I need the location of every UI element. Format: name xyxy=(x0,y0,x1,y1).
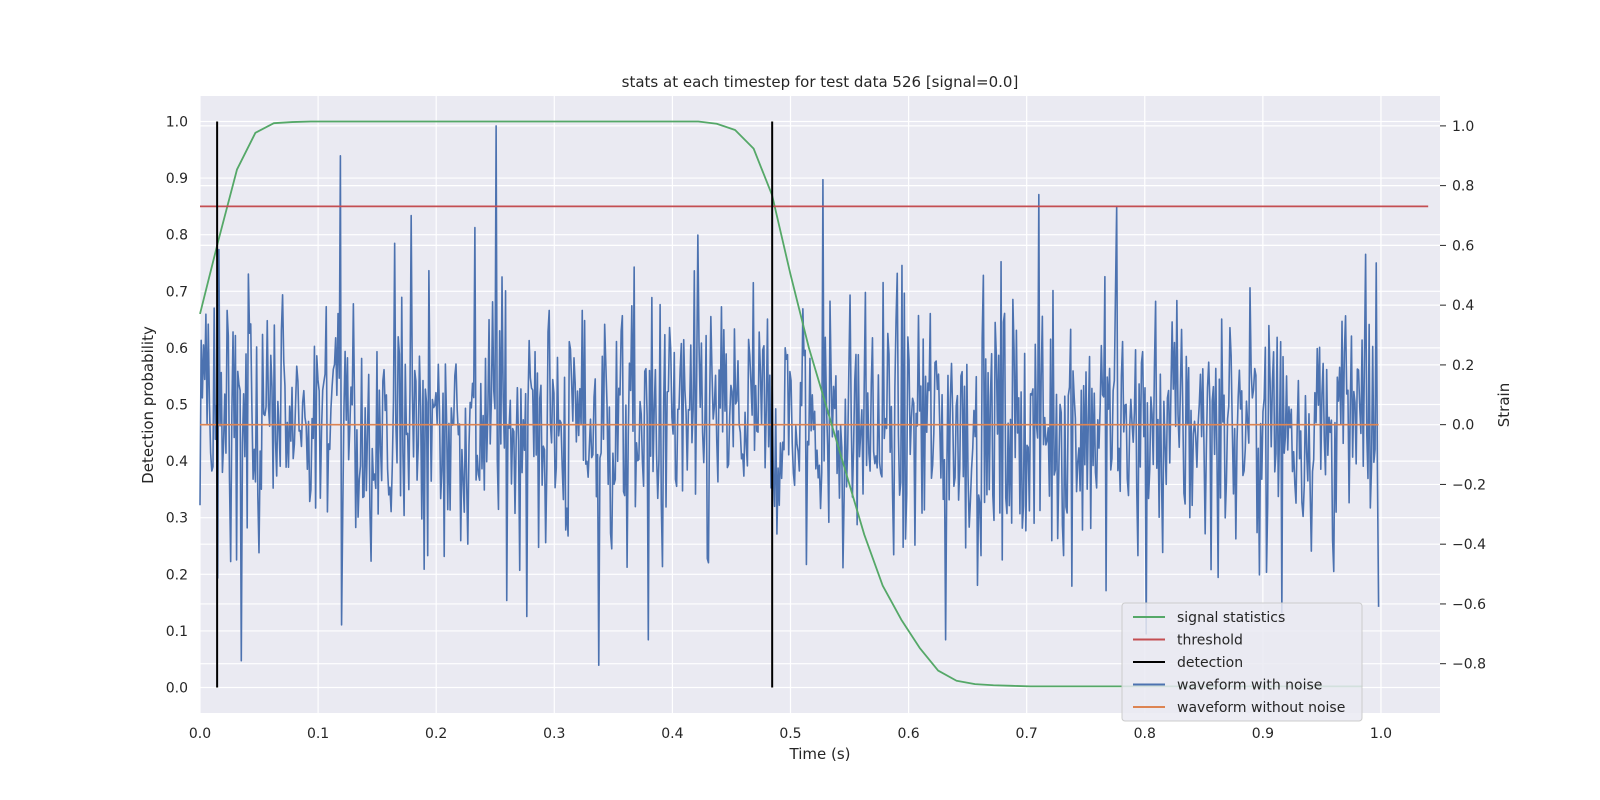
x-tick-label: 0.0 xyxy=(189,726,211,742)
y-tick-label: 0.8 xyxy=(166,228,188,244)
y2-tick-label: 0.8 xyxy=(1452,179,1474,195)
x-tick-labels: 0.0 0.1 0.2 0.3 0.4 0.5 0.6 0.7 0.8 0.9 1.0 xyxy=(189,726,1392,742)
y-tick-label: 0.9 xyxy=(166,171,188,187)
y-gridlines xyxy=(200,120,1440,689)
x-axis-label: Time (s) xyxy=(789,745,851,763)
y-tick-label: 0.5 xyxy=(166,398,188,414)
y2-tick-label: 0.6 xyxy=(1452,238,1474,254)
y2-tick-label: 1.0 xyxy=(1452,119,1474,135)
y-axis-label: Detection probability xyxy=(139,326,157,484)
y2-tick-label: 0.4 xyxy=(1452,298,1474,314)
y2-tick-label: 0.0 xyxy=(1452,418,1474,434)
x-tick-label: 0.3 xyxy=(543,726,565,742)
x-tick-label: 0.6 xyxy=(897,726,919,742)
y2-tick-label: −0.6 xyxy=(1452,597,1486,613)
x-tick-label: 0.4 xyxy=(661,726,683,742)
y-tick-labels: 0.0 0.1 0.2 0.3 0.4 0.5 0.6 0.7 0.8 0.9 1.0 xyxy=(166,114,188,696)
chart-title: stats at each timestep for test data 526… xyxy=(622,73,1019,91)
legend-label-waveform-with-noise: waveform with noise xyxy=(1177,678,1322,694)
y-tick-label: 0.1 xyxy=(166,624,188,640)
legend-label-threshold: threshold xyxy=(1177,633,1243,649)
y2-axis-label: Strain xyxy=(1495,383,1513,427)
x-tick-label: 0.5 xyxy=(779,726,801,742)
y2-tick-marks xyxy=(1440,125,1446,665)
y-tick-label: 0.2 xyxy=(166,567,188,583)
y2-tick-label: −0.8 xyxy=(1452,657,1486,673)
x-tick-label: 0.2 xyxy=(425,726,447,742)
y-tick-label: 0.4 xyxy=(166,454,188,470)
y-tick-label: 0.3 xyxy=(166,511,188,527)
legend-label-waveform-without-noise: waveform without noise xyxy=(1177,700,1345,716)
waveform-with-noise-line xyxy=(199,125,1380,666)
y2-tick-labels: −0.8 −0.6 −0.4 −0.2 0.0 0.2 0.4 0.6 0.8 1.0 xyxy=(1452,119,1486,673)
y2-tick-label: 0.2 xyxy=(1452,358,1474,374)
y-tick-label: 1.0 xyxy=(166,114,188,130)
y-tick-label: 0.7 xyxy=(166,284,188,300)
x-tick-label: 0.1 xyxy=(307,726,329,742)
y-tick-label: 0.0 xyxy=(166,681,188,697)
legend-label-signal-statistics: signal statistics xyxy=(1177,610,1285,626)
x-tick-label: 0.9 xyxy=(1252,726,1274,742)
legend-entries: signal statistics threshold detection wavef… xyxy=(1133,610,1345,716)
y2-tick-label: −0.2 xyxy=(1452,477,1486,493)
x-tick-label: 0.7 xyxy=(1016,726,1038,742)
legend-label-detection: detection xyxy=(1177,655,1243,671)
x-tick-label: 1.0 xyxy=(1370,726,1392,742)
y2-tick-label: −0.4 xyxy=(1452,537,1486,553)
x-tick-label: 0.8 xyxy=(1134,726,1156,742)
legend: signal statistics threshold detection wavef… xyxy=(1121,602,1363,722)
legend-box xyxy=(1121,602,1363,722)
y-tick-label: 0.6 xyxy=(166,341,188,357)
